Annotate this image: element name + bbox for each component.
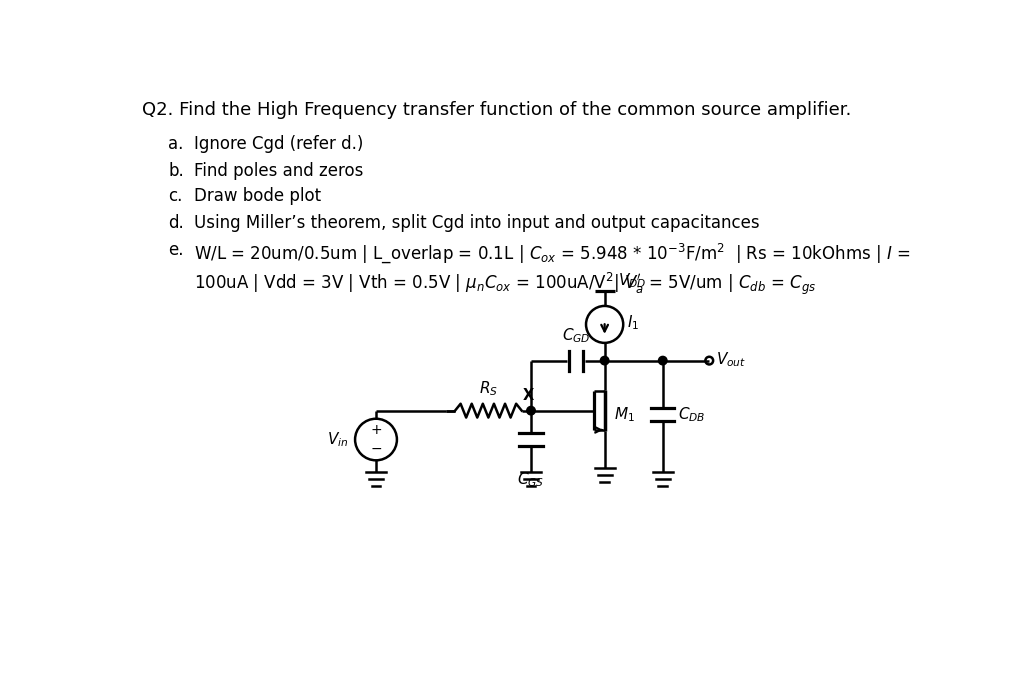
Circle shape: [526, 407, 536, 415]
Text: $M_1$: $M_1$: [614, 405, 635, 424]
Text: b.: b.: [168, 162, 184, 180]
Circle shape: [600, 357, 609, 365]
Text: X: X: [523, 388, 535, 403]
Text: $C_{GD}$: $C_{GD}$: [561, 327, 590, 345]
Text: Using Miller’s theorem, split Cgd into input and output capacitances: Using Miller’s theorem, split Cgd into i…: [194, 214, 760, 232]
Text: $R_S$: $R_S$: [479, 379, 498, 398]
Text: Ignore Cgd (refer d.): Ignore Cgd (refer d.): [194, 135, 364, 153]
Circle shape: [658, 357, 667, 365]
Text: $C_{GS}$: $C_{GS}$: [517, 470, 545, 489]
Text: $V_{in}$: $V_{in}$: [328, 430, 349, 449]
Text: $V_{DD}$: $V_{DD}$: [617, 271, 646, 290]
Text: Draw bode plot: Draw bode plot: [194, 188, 321, 205]
Text: $V_{out}$: $V_{out}$: [716, 350, 746, 369]
Text: +: +: [371, 423, 382, 437]
Text: 100uA | Vdd = 3V | Vth = 0.5V | $\mu_n C_{ox}$ = 100uA/V$^2$| $V_a'$ = 5V/um | $: 100uA | Vdd = 3V | Vth = 0.5V | $\mu_n C…: [194, 270, 816, 297]
Text: Q2. Find the High Frequency transfer function of the common source amplifier.: Q2. Find the High Frequency transfer fun…: [142, 101, 851, 119]
Text: Find poles and zeros: Find poles and zeros: [194, 162, 364, 180]
Text: $I_1$: $I_1$: [627, 313, 639, 332]
Text: $C_{DB}$: $C_{DB}$: [678, 405, 706, 424]
Text: e.: e.: [168, 241, 183, 259]
Text: a.: a.: [168, 135, 183, 153]
Text: −: −: [371, 442, 382, 456]
Text: c.: c.: [168, 188, 182, 205]
Text: W/L = 20um/0.5um | L_overlap = 0.1L | $C_{ox}$ = 5.948 $*$ 10$^{-3}$F/m$^{2}$  |: W/L = 20um/0.5um | L_overlap = 0.1L | $C…: [194, 241, 910, 265]
Text: d.: d.: [168, 214, 184, 232]
